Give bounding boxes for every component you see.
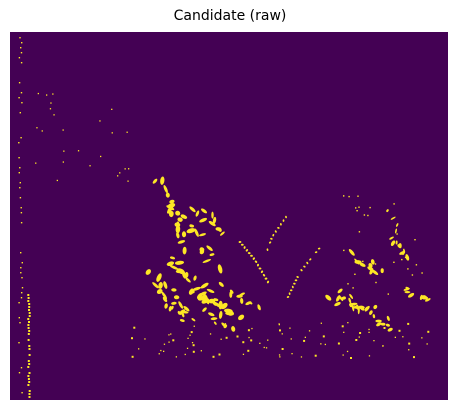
mask-image <box>10 32 448 400</box>
mask-svg <box>10 32 448 400</box>
mask-background <box>10 32 448 400</box>
mask-foreground <box>18 37 431 398</box>
plot-title: Candidate (raw) <box>173 8 287 24</box>
